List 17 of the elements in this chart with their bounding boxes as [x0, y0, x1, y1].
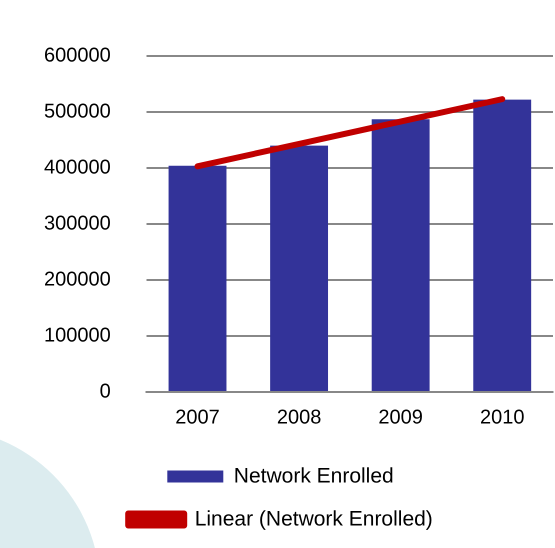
y-tick-label: 200000	[44, 268, 111, 291]
legend-label: Linear (Network Enrolled)	[194, 507, 433, 530]
y-tick-label: 100000	[44, 324, 111, 347]
bar	[473, 100, 532, 391]
x-tick-label: 2007	[175, 406, 220, 429]
legend-label: Network Enrolled	[234, 464, 394, 488]
y-tick-label: 600000	[44, 44, 111, 67]
bar	[168, 166, 226, 391]
bar	[372, 119, 430, 391]
y-tick-label: 400000	[44, 156, 111, 179]
x-tick-label: 2009	[378, 406, 423, 429]
x-tick-label: 2010	[480, 406, 524, 429]
y-tick-label: 0	[100, 380, 111, 403]
y-tick-label: 300000	[44, 212, 111, 235]
x-tick-label: 2008	[276, 406, 322, 429]
y-tick-label: 500000	[44, 100, 111, 123]
bar	[270, 146, 328, 391]
